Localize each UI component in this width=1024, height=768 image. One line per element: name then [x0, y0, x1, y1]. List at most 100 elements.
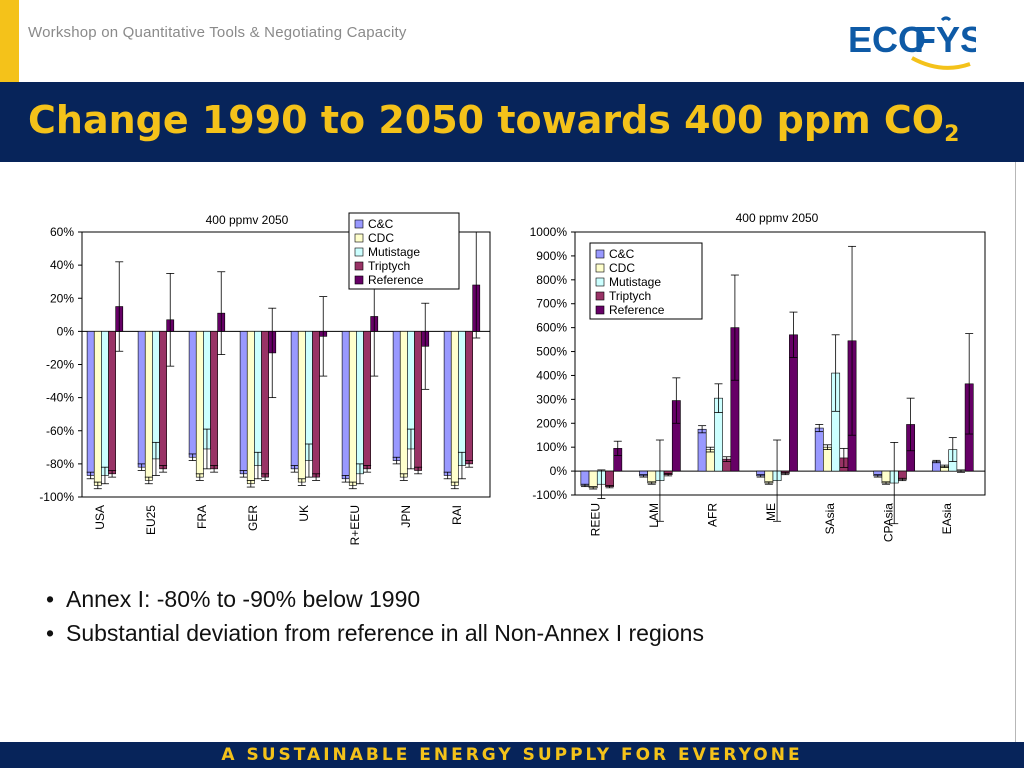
- chart-title: 400 ppmv 2050: [736, 211, 819, 225]
- bullet-item: • Substantial deviation from reference in…: [46, 616, 704, 650]
- bar-cc: [188, 331, 197, 458]
- bar-mutistage: [101, 331, 109, 476]
- bar-triptych: [605, 470, 614, 487]
- legend-swatch: [354, 261, 364, 271]
- legend-label: C&C: [368, 217, 394, 231]
- footer-tagline: A SUSTAINABLE ENERGY SUPPLY FOR EVERYONE: [221, 745, 803, 765]
- bar-cc: [86, 331, 95, 476]
- bullet-text: Substantial deviation from reference in …: [66, 620, 704, 646]
- legend-swatch: [595, 291, 605, 301]
- bar-triptych: [210, 331, 218, 470]
- bullet-list: • Annex I: -80% to -90% below 1990 • Subst…: [46, 582, 704, 650]
- x-tick-label: UK: [297, 505, 311, 522]
- y-tick-label: 900%: [536, 249, 567, 263]
- bar-cc: [137, 331, 146, 468]
- y-tick-label: 200%: [536, 416, 567, 430]
- bar-triptych: [159, 331, 167, 470]
- bar-mutistage: [356, 331, 364, 475]
- bar-cc: [580, 470, 590, 486]
- slide-border-line: [1015, 162, 1016, 742]
- logo-text-eco: ECO: [848, 19, 926, 60]
- bar-cdc: [450, 331, 459, 486]
- y-tick-label: -80%: [46, 457, 74, 471]
- bar-triptych: [465, 331, 473, 465]
- legend-swatch: [354, 275, 364, 285]
- x-tick-label: EAsia: [940, 503, 954, 535]
- bar-cdc: [647, 470, 657, 484]
- legend-label: Triptych: [368, 259, 410, 273]
- y-tick-label: 0%: [550, 464, 568, 478]
- bar-mutistage: [458, 331, 466, 466]
- legend-label: Triptych: [609, 289, 651, 303]
- y-tick-label: 600%: [536, 321, 567, 335]
- bar-cdc: [297, 331, 306, 483]
- x-tick-label: AFR: [706, 503, 720, 527]
- chart-non-annex-one: 400 ppmv 2050 1000% 900% 800% 700% 600% 500% 40…: [530, 211, 986, 542]
- y-tick-label: 0%: [57, 324, 75, 338]
- bar-cc: [697, 428, 707, 472]
- legend-label: C&C: [609, 247, 635, 261]
- x-tick-label: R+EEU: [348, 505, 362, 545]
- ecofys-logo: ECO FYS: [848, 16, 976, 70]
- y-tick-label: 60%: [50, 225, 74, 239]
- x-tick-label: SAsia: [823, 503, 837, 535]
- legend-label: Mutistage: [609, 275, 661, 289]
- bar-cdc: [144, 331, 153, 481]
- x-tick-label: ME: [764, 503, 778, 521]
- bar-mutistage: [305, 331, 313, 461]
- y-tick-label: 1000%: [530, 225, 568, 239]
- legend-swatch: [595, 305, 605, 315]
- bullet-text: Annex I: -80% to -90% below 1990: [66, 586, 421, 612]
- x-tick-label: EU25: [144, 505, 158, 535]
- legend-label: Mutistage: [368, 245, 420, 259]
- legend-label: CDC: [609, 261, 635, 275]
- slide-title: Change 1990 to 2050 towards 400 ppm CO2: [28, 98, 959, 147]
- bar-triptych: [312, 331, 320, 478]
- logo-arc-icon: [940, 16, 952, 22]
- bullet-item: • Annex I: -80% to -90% below 1990: [46, 582, 704, 616]
- bar-cdc: [93, 331, 102, 486]
- legend-label: Reference: [368, 273, 424, 287]
- bar-cdc: [705, 449, 715, 472]
- bar-cc: [814, 427, 824, 472]
- bar-triptych: [108, 331, 116, 475]
- bar-cdc: [348, 331, 357, 486]
- x-tick-label: GER: [246, 505, 260, 531]
- y-tick-label: 100%: [536, 440, 567, 454]
- y-tick-label: 300%: [536, 392, 567, 406]
- bar-cc: [239, 331, 248, 475]
- bar-triptych: [414, 331, 422, 471]
- accent-bar: [0, 0, 19, 82]
- bar-mutistage: [152, 331, 160, 460]
- bar-mutistage: [254, 331, 262, 466]
- logo-text-fys: FYS: [914, 19, 976, 60]
- y-tick-label: 400%: [536, 368, 567, 382]
- bullet-dot-icon: •: [46, 586, 55, 612]
- y-tick-label: -100%: [532, 488, 567, 502]
- x-tick-label: LAM: [647, 503, 661, 528]
- legend-box: [348, 212, 460, 290]
- x-tick-label: FRA: [195, 505, 209, 529]
- bar-cdc: [881, 470, 891, 484]
- bar-cc: [341, 331, 350, 480]
- y-tick-label: 20%: [50, 291, 74, 305]
- y-tick-label: 500%: [536, 345, 567, 359]
- chart-annex-one: 400 ppmv 2050 60% 40% 20% 0% -20% -40% -60% -80%…: [39, 212, 491, 545]
- bar-cdc: [399, 331, 408, 478]
- y-tick-label: 40%: [50, 258, 74, 272]
- legend-label: CDC: [368, 231, 394, 245]
- x-tick-label: JPN: [399, 505, 413, 528]
- bar-cdc: [764, 470, 774, 484]
- y-tick-label: -60%: [46, 424, 74, 438]
- y-tick-label: 800%: [536, 273, 567, 287]
- bar-cc: [290, 331, 299, 470]
- bar-cc: [392, 331, 401, 461]
- slide-title-subscript: 2: [944, 122, 960, 147]
- y-tick-label: 700%: [536, 297, 567, 311]
- bar-cdc: [195, 331, 204, 478]
- x-tick-label: CPAsia: [881, 503, 895, 542]
- legend-swatch: [595, 249, 605, 259]
- legend-swatch: [595, 277, 605, 287]
- legend-swatch: [595, 263, 605, 273]
